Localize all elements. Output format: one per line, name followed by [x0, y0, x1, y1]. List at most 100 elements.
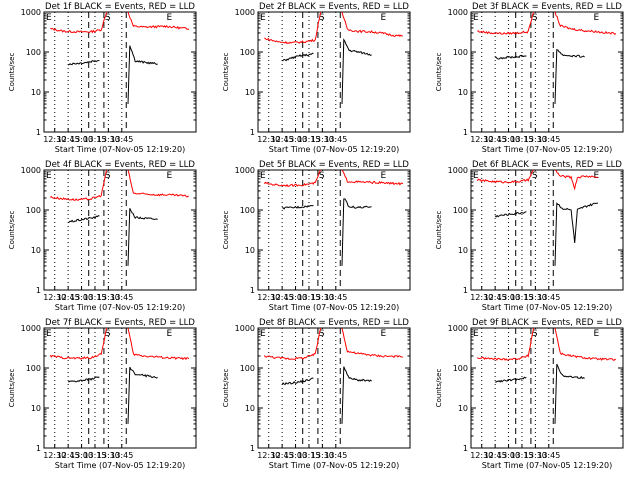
- x-tick-label: 13:45: [324, 451, 347, 460]
- events-series-line-pre: [68, 376, 100, 383]
- x-tick-label: 12:30: [257, 135, 280, 144]
- x-tick-label: 13:30: [97, 451, 120, 460]
- x-tick-label: 13:15: [83, 135, 106, 144]
- e-marker-label: E: [380, 13, 386, 23]
- panel-title: Det 2f BLACK = Events, RED = LLD: [259, 2, 409, 12]
- events-series-line-post: [341, 366, 372, 424]
- x-tick-label: 13:45: [537, 451, 560, 460]
- events-series-line-pre: [281, 377, 314, 386]
- y-tick-label: 1000: [21, 166, 41, 175]
- x-tick-label: 12:30: [43, 451, 66, 460]
- e-marker-label: E: [473, 329, 479, 339]
- e-marker-label: E: [166, 329, 172, 339]
- x-tick-label: 13:45: [110, 451, 133, 460]
- lld-series-line-pre: [49, 327, 108, 360]
- y-axis-label: Counts/sec: [435, 211, 443, 250]
- x-axis-label: Start Time (07-Nov-05 12:19:20): [269, 461, 399, 470]
- panel-title: Det 5f BLACK = Events, RED = LLD: [259, 160, 409, 170]
- lld-series-line-pre: [50, 11, 108, 34]
- plot-frame: [257, 327, 411, 449]
- y-tick-label: 100: [26, 48, 41, 57]
- x-tick-label: 13:30: [311, 135, 334, 144]
- e-marker-label: E: [46, 13, 52, 23]
- x-tick-label: 12:45: [484, 293, 507, 302]
- plot-frame: [470, 169, 624, 291]
- e-marker-label: E: [46, 171, 52, 181]
- y-tick-label: 100: [453, 364, 468, 373]
- e-marker-label: E: [593, 329, 599, 339]
- detector-panel-2: Det 2f BLACK = Events, RED = LLD 1 10 100 10…: [222, 2, 411, 154]
- lld-series-line-pre: [476, 169, 534, 184]
- y-tick-label: 1: [250, 128, 255, 137]
- x-tick-label: 13:00: [497, 293, 520, 302]
- y-tick-label: 100: [26, 206, 41, 215]
- lld-series-line-pre: [49, 169, 108, 201]
- x-tick-label: 13:30: [97, 135, 120, 144]
- y-tick-label: 1: [36, 128, 41, 137]
- x-tick-label: 13:00: [497, 135, 520, 144]
- plot-frame: [470, 327, 624, 449]
- x-tick-label: 12:30: [257, 293, 280, 302]
- panel-title: Det 7f BLACK = Events, RED = LLD: [45, 318, 195, 328]
- events-series-line-pre: [281, 52, 314, 62]
- lld-series-line-post: [341, 328, 404, 359]
- y-tick-label: 10: [245, 88, 255, 97]
- y-tick-label: 10: [458, 246, 468, 255]
- s-marker-label: S: [105, 13, 111, 23]
- x-axis-label: Start Time (07-Nov-05 12:19:20): [482, 461, 612, 470]
- e-marker-label: E: [380, 171, 386, 181]
- x-tick-label: 13:00: [284, 451, 307, 460]
- x-tick-label: 13:15: [297, 451, 320, 460]
- x-tick-label: 13:45: [110, 293, 133, 302]
- e-marker-label: E: [593, 13, 599, 23]
- y-axis-label: Counts/sec: [435, 53, 443, 92]
- y-tick-label: 100: [240, 206, 255, 215]
- detector-panel-9: Det 9f BLACK = Events, RED = LLD 1 10 100 10…: [435, 318, 624, 470]
- y-tick-label: 1: [463, 444, 468, 453]
- x-tick-label: 12:45: [271, 135, 294, 144]
- x-tick-label: 13:00: [497, 451, 520, 460]
- panel-title: Det 4f BLACK = Events, RED = LLD: [45, 160, 195, 170]
- events-series-line-post: [127, 366, 158, 424]
- y-tick-label: 1000: [448, 324, 468, 333]
- panel-title: Det 6f BLACK = Events, RED = LLD: [472, 160, 622, 170]
- x-tick-label: 13:00: [284, 293, 307, 302]
- y-tick-label: 1000: [235, 8, 255, 17]
- events-series-line-post: [127, 208, 158, 266]
- events-series-line-pre: [495, 54, 527, 60]
- s-marker-label: S: [319, 171, 325, 181]
- x-tick-label: 13:15: [510, 293, 533, 302]
- x-tick-label: 12:45: [57, 451, 80, 460]
- y-tick-label: 1: [36, 286, 41, 295]
- lld-series-line-post: [341, 11, 403, 38]
- y-tick-label: 100: [240, 48, 255, 57]
- detector-panel-8: Det 8f BLACK = Events, RED = LLD 1 10 100 10…: [222, 318, 411, 470]
- lld-series-line-pre: [477, 11, 535, 35]
- events-series-line-pre: [282, 204, 314, 210]
- y-axis-label: Counts/sec: [222, 369, 230, 408]
- lld-series-line-pre: [264, 11, 322, 45]
- x-tick-label: 12:30: [257, 451, 280, 460]
- x-tick-label: 12:30: [470, 451, 493, 460]
- y-tick-label: 10: [458, 88, 468, 97]
- plot-frame: [470, 11, 624, 133]
- x-axis-label: Start Time (07-Nov-05 12:19:20): [269, 303, 399, 312]
- x-tick-label: 13:00: [284, 135, 307, 144]
- events-series-line-post: [341, 198, 372, 266]
- y-tick-label: 1: [250, 286, 255, 295]
- events-series-line-pre: [68, 214, 100, 223]
- x-tick-label: 13:30: [311, 451, 334, 460]
- detector-panel-1: Det 1f BLACK = Events, RED = LLD 1 10 100 10…: [8, 2, 197, 154]
- y-tick-label: 1000: [21, 324, 41, 333]
- lld-series-line-post: [127, 169, 189, 198]
- x-tick-label: 13:30: [311, 293, 334, 302]
- x-tick-label: 13:45: [324, 135, 347, 144]
- e-marker-label: E: [46, 329, 52, 339]
- x-tick-label: 13:30: [97, 293, 120, 302]
- y-axis-label: Counts/sec: [222, 211, 230, 250]
- lld-series-line-post: [554, 11, 617, 36]
- y-axis-label: Counts/sec: [8, 53, 16, 92]
- panel-title: Det 9f BLACK = Events, RED = LLD: [472, 318, 622, 328]
- plot-frame: [43, 11, 197, 133]
- plot-frame: [257, 11, 411, 133]
